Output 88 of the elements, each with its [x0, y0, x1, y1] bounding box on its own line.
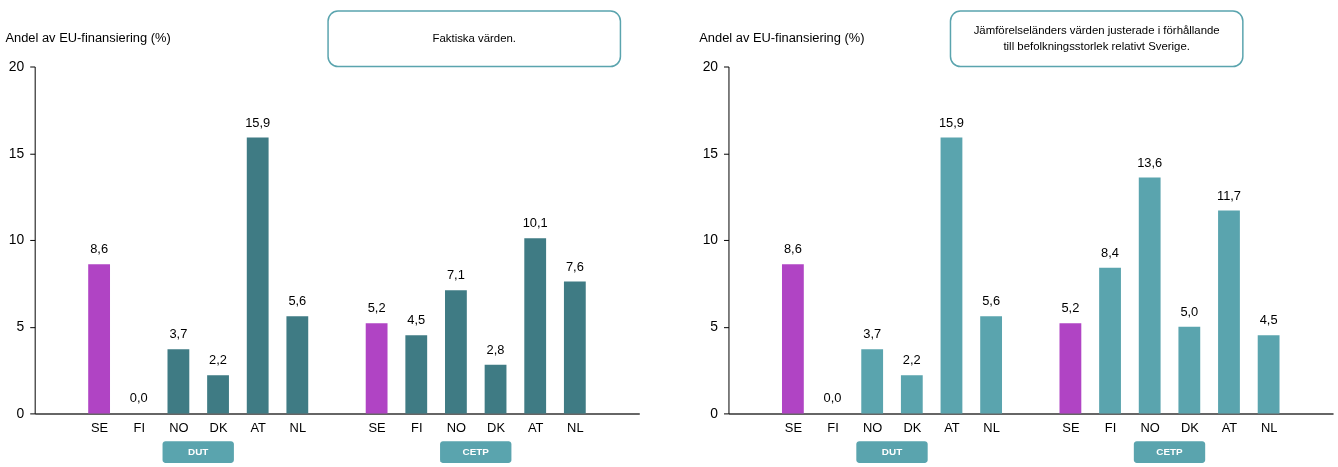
y-axis-title: Andel av EU-finansiering (%)	[699, 30, 865, 46]
text: DUT	[881, 446, 903, 458]
data-label: 8,6	[783, 241, 802, 257]
x-tick-label: NL	[983, 419, 1000, 435]
bar	[88, 264, 111, 414]
y-tick-label: 0	[16, 404, 25, 421]
x-tick-label: DK	[903, 419, 922, 435]
bar	[524, 238, 547, 414]
y-tick-label: 0	[710, 404, 719, 421]
x-tick-label: DK	[1180, 419, 1200, 435]
y-tick-label: 15	[8, 144, 25, 161]
bar	[1257, 335, 1280, 414]
data-label: 7,6	[565, 258, 584, 274]
data-label: 3,7	[169, 326, 188, 342]
bar	[1218, 210, 1240, 414]
bar	[940, 137, 963, 414]
bar	[980, 316, 1003, 414]
bar	[563, 281, 586, 414]
y-tick-label: 10	[702, 231, 719, 248]
bar	[1178, 326, 1201, 414]
x-tick-label: FI	[133, 419, 145, 435]
bar	[900, 375, 923, 414]
bar	[246, 137, 269, 414]
x-tick-label: NO	[1140, 419, 1160, 435]
data-label: 2,2	[209, 352, 227, 368]
text: CETP	[462, 446, 490, 458]
x-tick-label: SE	[1062, 419, 1080, 435]
y-tick-label: 10	[8, 231, 25, 248]
data-label: 2,2	[902, 352, 921, 368]
x-tick-label: NL	[289, 419, 307, 435]
data-label: 5,0	[1180, 303, 1199, 319]
text: CETP	[1156, 446, 1184, 458]
x-tick-label: AT	[250, 419, 267, 435]
data-label: 11,7	[1216, 187, 1242, 203]
x-tick-label: NO	[446, 419, 467, 435]
bar	[167, 349, 190, 414]
x-tick-label: DK	[209, 419, 228, 435]
text: Jämförelseländers värden justerade i förhållande till befolkningsstorlek relativt Sverige.	[973, 23, 1220, 52]
y-tick-label: 15	[702, 144, 719, 161]
bar	[286, 316, 309, 414]
data-label: 4,5	[407, 312, 426, 328]
data-label: 8,4	[1101, 244, 1119, 260]
x-tick-label: NL	[567, 419, 584, 435]
x-tick-label: SE	[368, 419, 387, 435]
bar	[1099, 267, 1121, 414]
data-label: 5,2	[367, 300, 386, 316]
bar	[207, 375, 229, 414]
data-label: 7,1	[446, 267, 465, 283]
bar	[405, 335, 428, 414]
y-tick-label: 5	[710, 318, 719, 335]
x-tick-label: NL	[1260, 419, 1278, 435]
bar	[1138, 177, 1161, 414]
data-label: 0,0	[129, 390, 148, 406]
y-tick-label: 20	[702, 57, 719, 74]
text: DUT	[188, 446, 209, 458]
x-tick-label: NO	[863, 419, 883, 435]
y-tick-label: 5	[16, 318, 25, 335]
data-label: 4,5	[1259, 312, 1278, 328]
x-tick-label: FI	[827, 419, 839, 435]
bar	[365, 323, 388, 414]
x-tick-label: FI	[411, 419, 423, 435]
data-label: 3,7	[863, 326, 882, 342]
data-label: 8,6	[90, 241, 109, 257]
x-tick-label: NO	[169, 419, 189, 435]
x-tick-label: DK	[487, 419, 506, 435]
x-tick-label: AT	[1221, 419, 1238, 435]
x-tick-label: AT	[944, 419, 960, 435]
bar	[861, 349, 884, 414]
x-tick-label: SE	[91, 419, 109, 435]
data-label: 2,8	[486, 341, 505, 357]
bar	[484, 364, 507, 414]
data-label: 15,9	[245, 114, 271, 130]
data-label: 5,2	[1061, 300, 1080, 316]
x-tick-label: SE	[784, 419, 803, 435]
x-tick-label: FI	[1104, 419, 1117, 435]
bar	[445, 290, 467, 414]
data-label: 10,1	[522, 215, 548, 231]
y-tick-label: 20	[8, 57, 25, 74]
y-axis-title: Andel av EU-finansiering (%)	[5, 30, 171, 46]
text: Faktiska värden.	[432, 31, 516, 44]
data-label: 5,6	[982, 293, 1001, 309]
data-label: 5,6	[288, 293, 307, 309]
data-label: 13,6	[1137, 154, 1163, 170]
bar	[781, 264, 804, 414]
bar	[1059, 323, 1082, 414]
x-tick-label: AT	[527, 419, 544, 435]
data-label: 0,0	[823, 390, 842, 406]
data-label: 15,9	[938, 114, 964, 130]
